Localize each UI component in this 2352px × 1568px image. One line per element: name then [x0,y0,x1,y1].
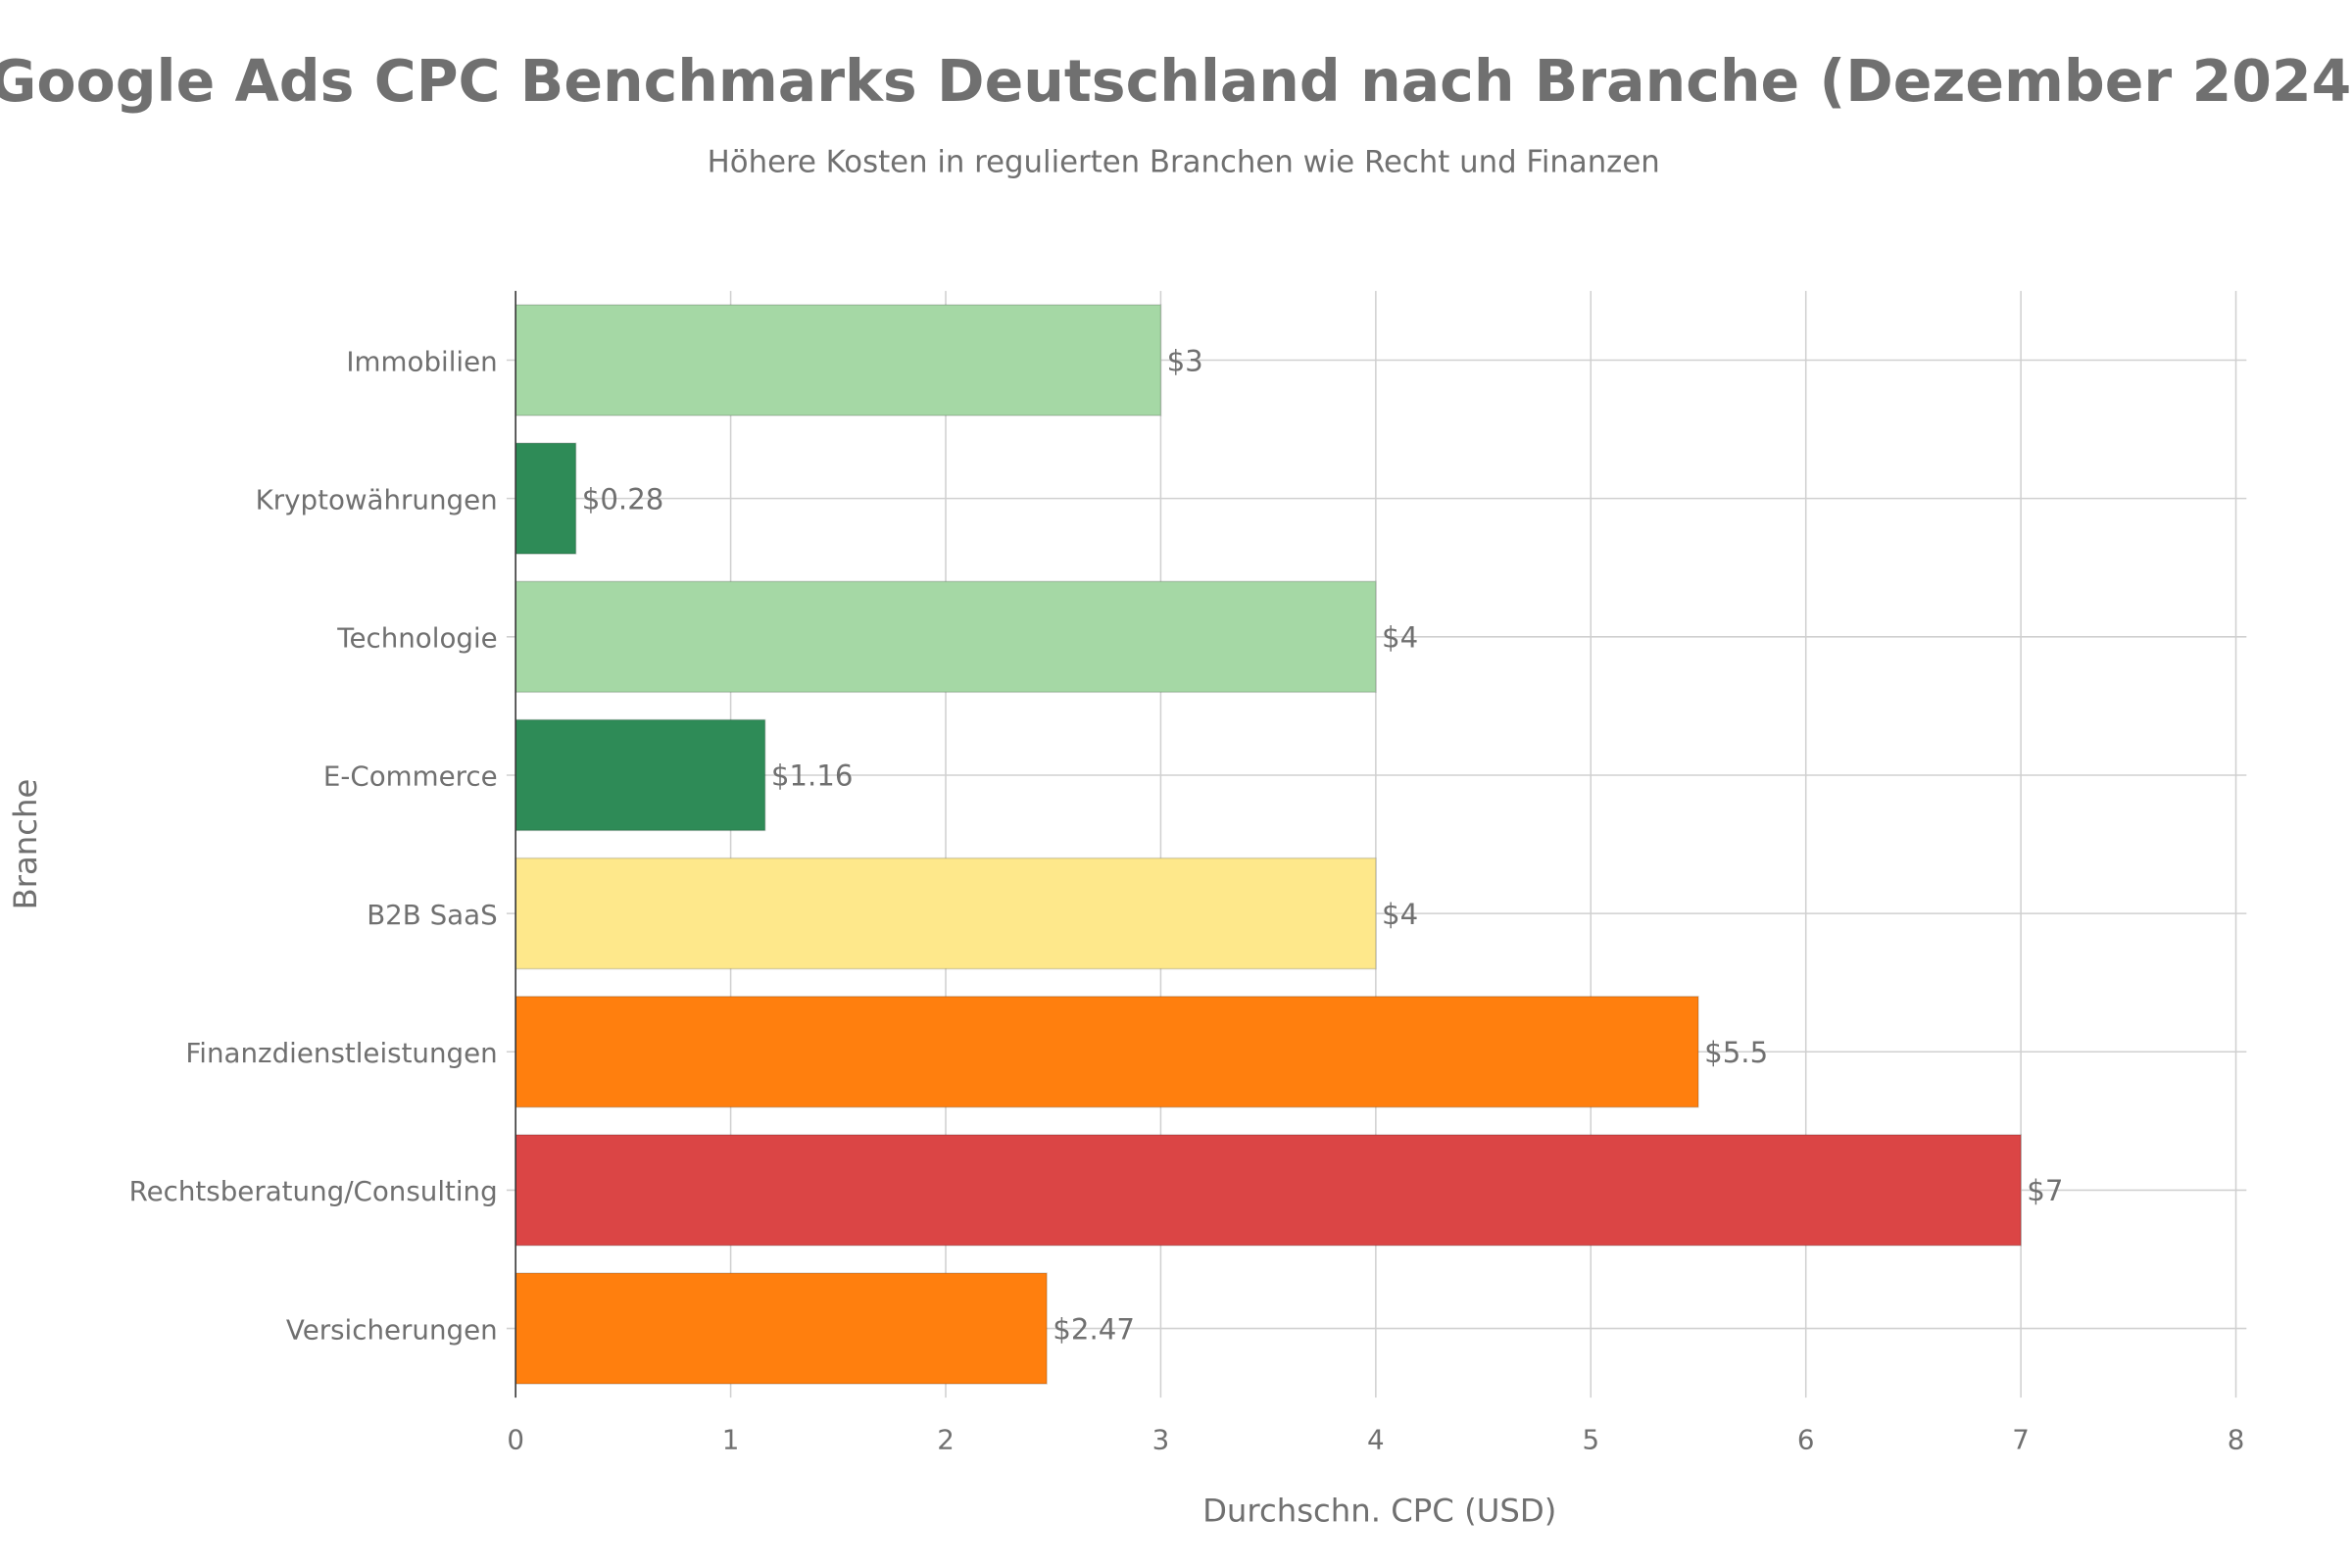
y-tick-label: Kryptowährungen [256,483,498,515]
bar [514,996,1699,1108]
data-label: $4 [1382,621,1418,655]
y-tick-label: Rechtsberatung/Consulting [129,1175,498,1207]
bar [514,304,1162,416]
x-tick-label: 5 [1582,1423,1599,1455]
bar [514,442,577,555]
x-ticks: 0 1 2 3 4 5 6 7 8 [507,1423,2244,1455]
x-tick-label: 7 [2012,1423,2030,1455]
y-tick-label: B2B SaaS [367,899,498,931]
x-tick-label: 6 [1797,1423,1815,1455]
y-axis-label: Branche [7,779,44,910]
x-tick-label: 3 [1152,1423,1170,1455]
y-tick-label: Versicherungen [286,1313,498,1346]
data-label: $2.47 [1053,1312,1135,1346]
x-tick-label: 0 [507,1423,524,1455]
data-label: $7 [2027,1174,2063,1207]
bar [514,1134,2022,1247]
data-label: $0.28 [582,482,664,515]
x-tick-label: 2 [937,1423,955,1455]
y-tick-label: Immobilien [346,345,497,377]
y-tick-label: Finanzdienstleistungen [185,1037,497,1069]
data-label: $5.5 [1704,1036,1768,1069]
y-tick-label: E-Commerce [323,760,498,793]
data-label: $1.16 [771,760,854,793]
bar [514,718,766,832]
data-label: $3 [1167,344,1203,377]
x-tick-label: 8 [2228,1423,2245,1455]
bar [514,857,1377,970]
x-tick-label: 4 [1367,1423,1385,1455]
chart-subtitle: Höhere Kosten in regulierten Branchen wi… [708,144,1660,179]
bar [514,580,1377,694]
data-label: $4 [1382,898,1418,931]
y-ticks: Immobilien Kryptowährungen Technologie E-Co… [129,345,498,1346]
bar [514,1272,1048,1385]
bars: $3 $0.28 $4 $1.16 $4 $5.5 $7 $2.47 [514,304,2063,1385]
x-axis-label: Durchschn. CPC (USD) [1202,1492,1556,1529]
chart-title: Google Ads CPC Benchmarks Deutschland na… [0,48,2352,115]
y-tick-label: Technologie [336,622,497,655]
x-tick-label: 1 [722,1423,740,1455]
